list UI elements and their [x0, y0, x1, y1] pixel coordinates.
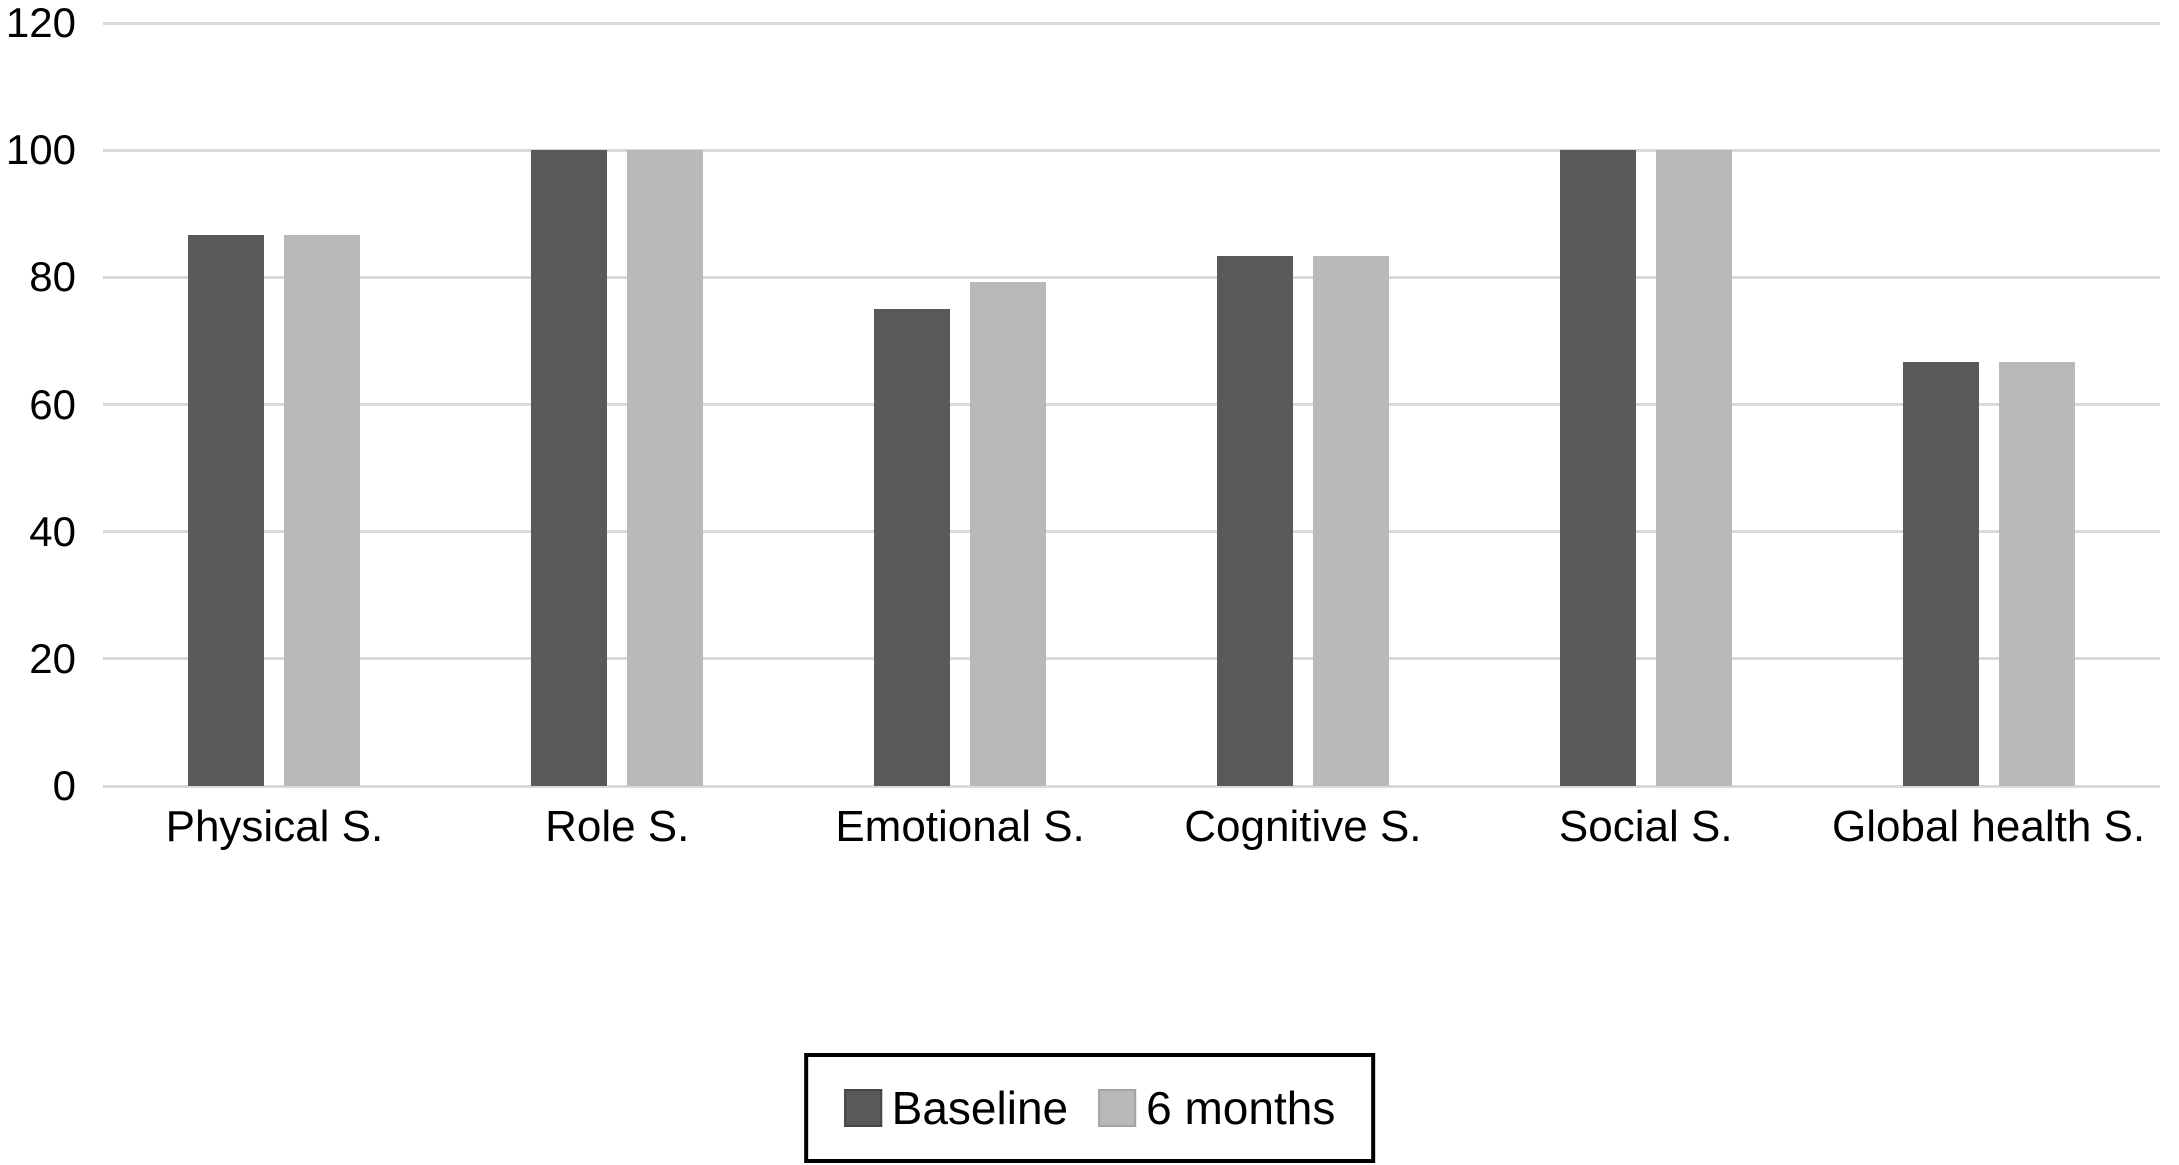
category-label-social-s: Social S. [1558, 802, 1733, 851]
bar-group-global-health-s [1817, 23, 2160, 786]
plot-area [103, 21, 2160, 788]
legend-swatch-6-months [1098, 1089, 1137, 1127]
bar-group-cognitive-s [1131, 23, 1474, 786]
gridline-40 [103, 530, 2160, 534]
y-tick-label-100: 100 [5, 126, 76, 174]
bar-baseline-social-s [1559, 150, 1636, 786]
category-label-physical-s: Physical S. [165, 802, 384, 851]
y-tick-label-120: 120 [5, 0, 76, 46]
bar-6-months-role-s [627, 150, 704, 786]
category-label-global-health-s: Global health S. [1832, 802, 2146, 851]
bar-group-emotional-s [789, 23, 1132, 786]
category-label-role-s: Role S. [545, 802, 690, 851]
legend-item-6-months: 6 months [1098, 1083, 1335, 1133]
legend-item-baseline: Baseline [843, 1082, 1069, 1134]
legend: Baseline 6 months [803, 1053, 1376, 1163]
gridline-60 [103, 403, 2160, 406]
gridline-0 [103, 784, 2160, 788]
legend-label-6-months: 6 months [1146, 1082, 1336, 1134]
bar-baseline-global-health-s [1902, 361, 1979, 786]
category-label-cognitive-s: Cognitive S. [1184, 802, 1422, 851]
bar-6-months-physical-s [284, 234, 361, 786]
gridline-120 [103, 21, 2160, 25]
bar-6-months-cognitive-s [1312, 256, 1389, 786]
bar-baseline-role-s [531, 150, 608, 786]
bar-group-role-s [446, 23, 789, 786]
gridline-20 [103, 657, 2160, 661]
bar-6-months-global-health-s [1998, 361, 2075, 786]
bar-baseline-emotional-s [874, 309, 951, 786]
gridline-80 [103, 275, 2160, 279]
legend-label-baseline: Baseline [891, 1082, 1069, 1134]
y-tick-label-0: 0 [52, 762, 76, 809]
y-tick-label-40: 40 [29, 507, 76, 555]
bar-group-physical-s [103, 23, 446, 786]
bar-baseline-cognitive-s [1216, 256, 1293, 786]
bar-group-social-s [1474, 23, 1817, 786]
y-tick-label-80: 80 [29, 253, 76, 301]
bars-layer [103, 23, 2160, 786]
gridline-100 [103, 148, 2160, 152]
legend-swatch-baseline [843, 1089, 882, 1127]
category-label-emotional-s: Emotional S. [835, 802, 1085, 851]
bar-baseline-physical-s [188, 234, 265, 786]
y-tick-label-60: 60 [29, 380, 76, 428]
bar-6-months-social-s [1655, 150, 1732, 786]
y-tick-label-20: 20 [29, 634, 76, 682]
x-axis-labels: Physical S. Role S. Emotional S. Cognitive … [103, 799, 2160, 855]
bar-6-months-emotional-s [970, 282, 1047, 786]
